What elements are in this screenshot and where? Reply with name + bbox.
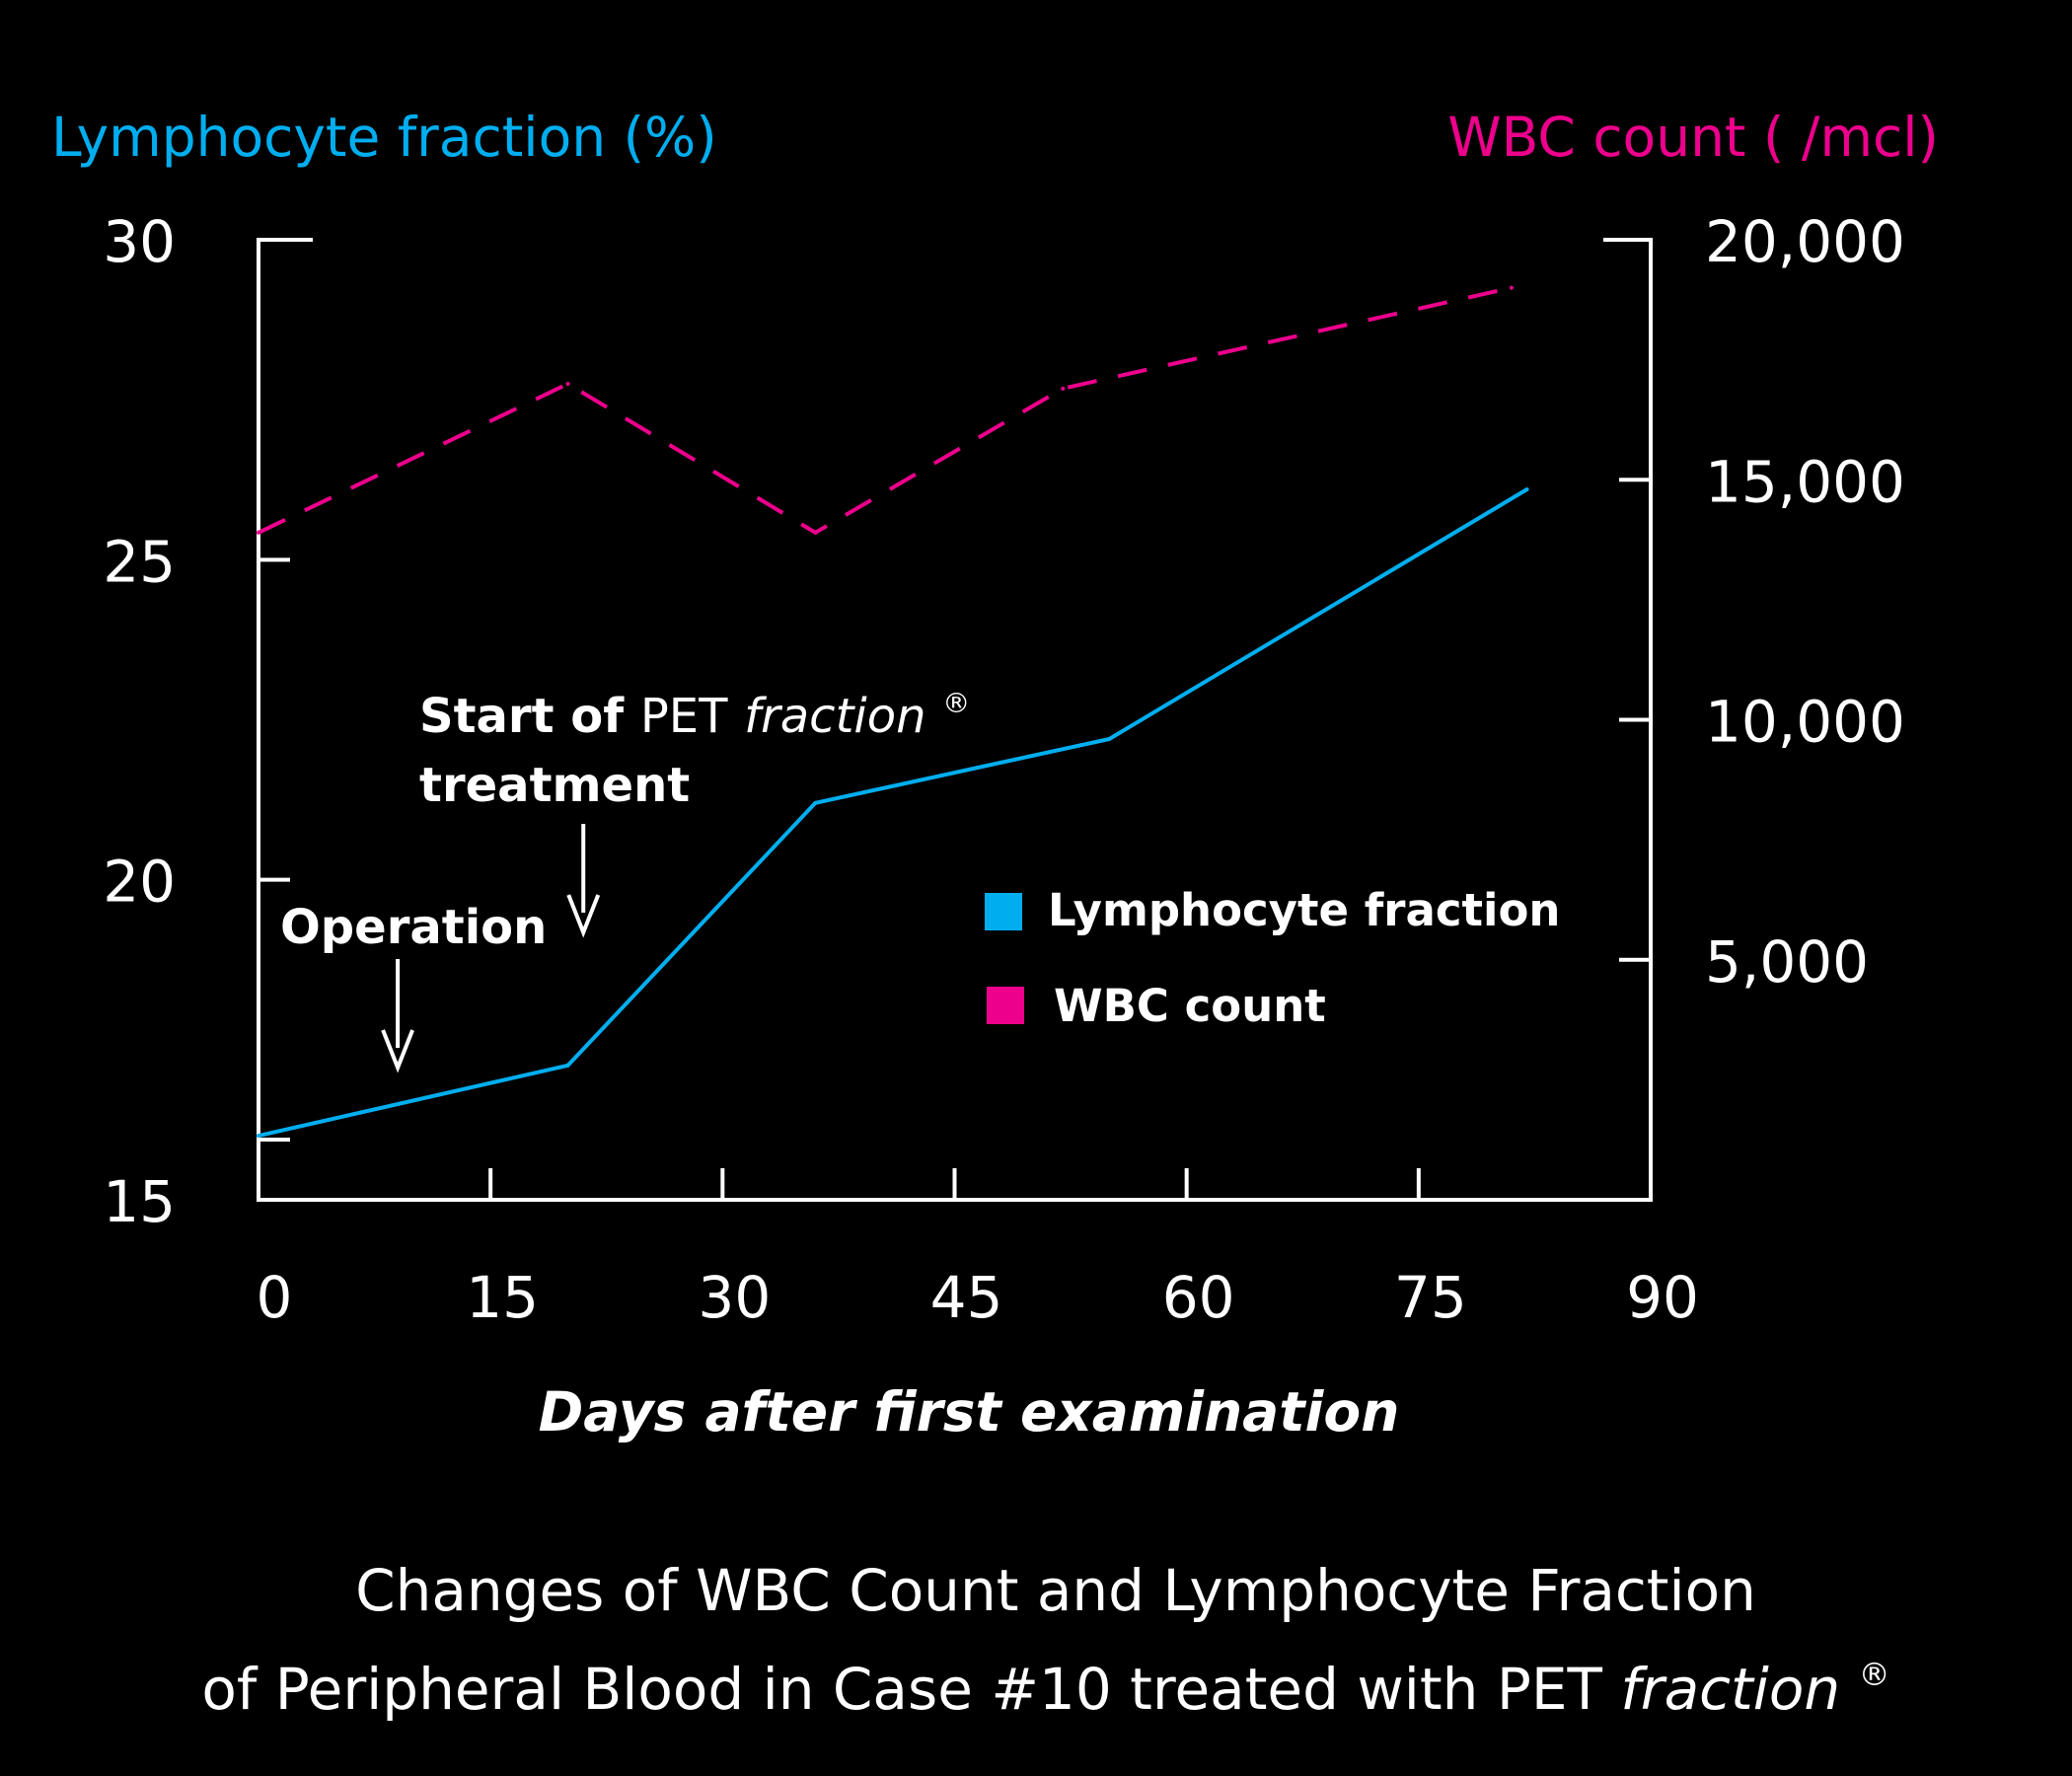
y-axis-left-ticks	[259, 557, 290, 1142]
y-left-tick-label-15: 15	[103, 1168, 176, 1235]
x-axis-tick-labels: 0 15 30 45 60 75 90	[257, 1264, 1699, 1331]
annotation-treatment-fraction: fraction	[744, 689, 925, 744]
x-tick-label-0: 0	[257, 1264, 293, 1331]
legend: Lymphocyte fraction WBC count	[985, 884, 1560, 1032]
data-point-lymphocyte-1	[565, 1063, 570, 1068]
annotation-operation-arrow	[381, 959, 414, 1073]
x-tick-label-45: 45	[930, 1264, 1003, 1331]
annotation-operation-label: Operation	[280, 900, 547, 955]
data-point-lymphocyte-0	[257, 1134, 260, 1139]
y-left-tick-label-25: 25	[103, 528, 176, 595]
annotation-treatment-arrow	[566, 824, 601, 938]
annotation-treatment-pet: PET	[640, 689, 728, 744]
operation-arrow-head	[381, 1029, 414, 1073]
data-point-wbc-2	[813, 530, 818, 535]
annotation-operation: Operation	[280, 900, 547, 1073]
y-right-tick-label-5,000: 5,000	[1705, 928, 1869, 996]
annotation-treatment-line2: treatment	[419, 758, 690, 813]
treatment-arrow-head	[566, 894, 601, 938]
legend-label-wbc: WBC count	[1054, 980, 1326, 1032]
x-tick-label-60: 60	[1162, 1264, 1235, 1331]
legend-swatch-wbc	[987, 987, 1024, 1024]
y-right-tick-label-20,000: 20,000	[1705, 208, 1905, 275]
y-right-tick-label-15,000: 15,000	[1705, 448, 1905, 515]
caption-line-2-registered-mark: ®	[1859, 1656, 1890, 1693]
annotation-treatment-start: Start of	[419, 689, 625, 744]
legend-label-lymphocyte: Lymphocyte fraction	[1048, 884, 1560, 936]
data-point-lymphocyte-3	[1107, 736, 1112, 741]
data-point-wbc-3	[1061, 386, 1066, 391]
data-point-lymphocyte-2	[813, 800, 818, 805]
y-axis-right-title: WBC count ( /mcl)	[1447, 106, 1939, 169]
caption-line-2: of Peripheral Blood in Case #10 treated …	[201, 1656, 1889, 1723]
x-axis-ticks	[488, 1168, 1421, 1200]
data-point-lymphocyte-4	[1524, 486, 1529, 491]
data-point-wbc-0	[257, 530, 260, 535]
y-axis-left-tick-labels: 15 20 25 30	[103, 208, 176, 1235]
caption-line-1: Changes of WBC Count and Lymphocyte Frac…	[355, 1557, 1756, 1624]
data-point-wbc-4	[1509, 285, 1514, 290]
legend-swatch-lymphocyte	[985, 893, 1022, 930]
annotation-treatment-registered-mark: ®	[942, 687, 970, 719]
y-axis-right-tick-labels: 5,000 10,000 15,000 20,000	[1705, 208, 1905, 996]
x-tick-label-90: 90	[1626, 1264, 1699, 1331]
y-right-tick-label-10,000: 10,000	[1705, 689, 1905, 756]
annotation-treatment: Start of PET fraction ® treatment	[419, 687, 970, 938]
y-axis-left-title: Lymphocyte fraction (%)	[51, 106, 717, 169]
annotation-treatment-line1: Start of PET fraction ®	[419, 687, 970, 744]
x-tick-label-75: 75	[1394, 1264, 1467, 1331]
y-left-tick-label-30: 30	[103, 208, 176, 275]
x-axis-title: Days after first examination	[539, 1380, 1400, 1443]
y-left-tick-label-20: 20	[103, 849, 176, 916]
series-layer	[257, 285, 1529, 1139]
x-tick-label-15: 15	[466, 1264, 539, 1331]
caption-line-2-fraction: fraction	[1620, 1656, 1840, 1723]
y-axis-right-ticks	[1619, 478, 1651, 962]
data-point-wbc-1	[565, 381, 570, 386]
caption-line-2-text: of Peripheral Blood in Case #10 treated …	[201, 1656, 1620, 1723]
x-tick-label-30: 30	[698, 1264, 771, 1331]
